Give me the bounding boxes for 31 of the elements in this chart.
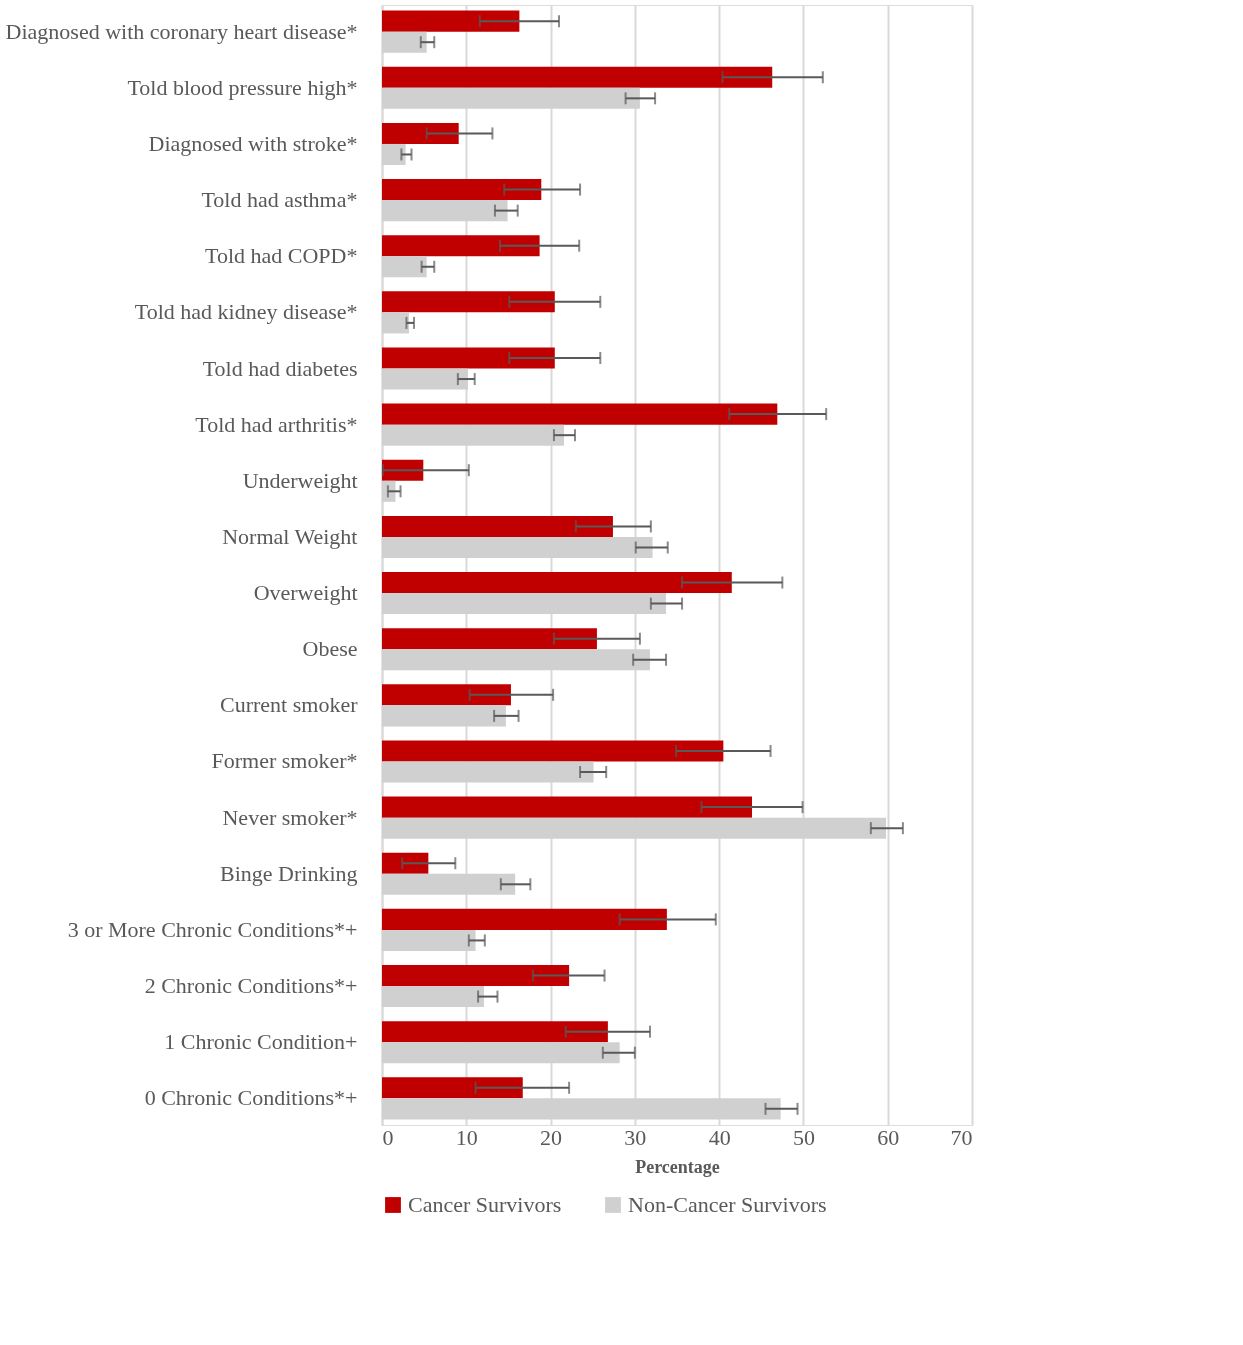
y-tick-label: 3 or More Chronic Conditions*+ (67, 916, 358, 942)
y-tick-label: 0 Chronic Conditions*+ (144, 1085, 358, 1111)
x-tick-label: 60 (877, 1124, 900, 1150)
x-axis-title: Percentage (635, 1156, 720, 1177)
y-tick-label: Obese (302, 636, 358, 662)
y-tick-label: Diagnosed with coronary heart disease* (5, 18, 358, 44)
y-tick-label: Told had COPD* (205, 243, 358, 269)
x-tick-label: 70 (950, 1124, 973, 1150)
x-tick-label: 0 (382, 1124, 394, 1150)
y-tick-label: Binge Drinking (220, 860, 358, 886)
y-tick-label: Told blood pressure high* (127, 74, 358, 100)
y-tick-label: Normal Weight (222, 523, 358, 549)
x-tick-label: 50 (792, 1124, 815, 1150)
y-tick-label: Overweight (253, 580, 358, 606)
x-tick-label: 20 (540, 1124, 563, 1150)
legend-label: Non-Cancer Survivors (628, 1192, 827, 1217)
y-tick-label: Diagnosed with stroke* (148, 130, 358, 156)
y-tick-label: 1 Chronic Condition+ (164, 1029, 358, 1055)
x-tick-label: 40 (708, 1124, 731, 1150)
x-tick-label: 30 (624, 1124, 647, 1150)
y-tick-label: Current smoker (220, 692, 359, 718)
y-tick-label: 2 Chronic Conditions*+ (144, 973, 358, 999)
y-tick-label: Underweight (242, 467, 358, 493)
y-tick-label: Told had kidney disease* (134, 299, 358, 325)
y-tick-label: Told had arthritis* (195, 411, 358, 437)
y-tick-label: Told had diabetes (202, 355, 358, 381)
legend-label: Cancer Survivors (408, 1192, 562, 1217)
y-tick-label: Told had asthma* (201, 187, 358, 213)
y-tick-label: Never smoker* (222, 804, 358, 830)
x-tick-label: 10 (455, 1124, 478, 1150)
y-tick-label: Former smoker* (211, 748, 358, 774)
